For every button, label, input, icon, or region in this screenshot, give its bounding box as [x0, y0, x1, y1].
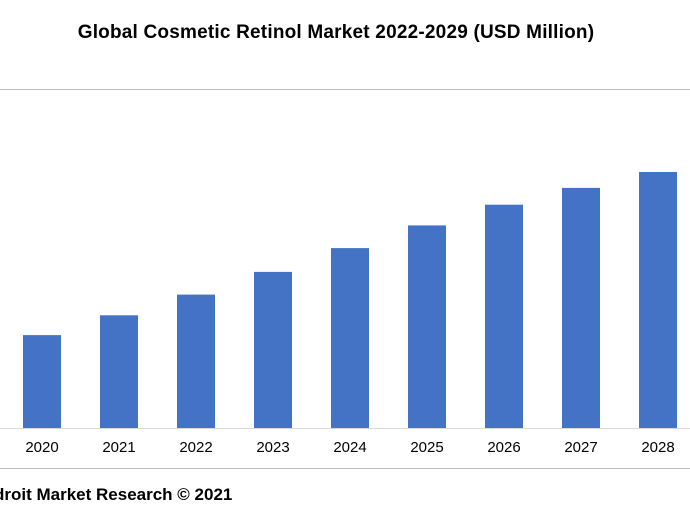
bar-2024 — [331, 248, 369, 428]
title-divider — [0, 89, 690, 90]
bar-2028 — [639, 172, 677, 428]
bar-2023 — [254, 271, 292, 428]
x-tick-label-2022: 2022 — [179, 439, 212, 456]
footer-divider — [0, 468, 690, 469]
bar-2027 — [562, 187, 600, 428]
chart-title: Global Cosmetic Retinol Market 2022-2029… — [77, 22, 595, 43]
x-tick-label-2026: 2026 — [487, 439, 520, 456]
bar-2026 — [485, 204, 523, 428]
x-tick-label-2025: 2025 — [410, 439, 443, 456]
bar-2021 — [100, 315, 138, 428]
x-tick-label-2024: 2024 — [333, 439, 366, 456]
bar-2022 — [177, 294, 215, 428]
source-credit: droit Market Research © 2021 — [0, 485, 233, 504]
x-tick-label-2028: 2028 — [641, 439, 674, 456]
bar-2025 — [408, 225, 446, 428]
x-tick-label-2023: 2023 — [256, 439, 289, 456]
bar-2020 — [23, 335, 61, 428]
x-tick-label-2021: 2021 — [102, 439, 135, 456]
x-tick-label-2020: 2020 — [25, 439, 58, 456]
bar-series — [23, 172, 677, 428]
x-axis-tick-labels: 2020 2021 2022 2023 2024 2025 2026 2027 2028 — [25, 439, 674, 456]
x-tick-label-2027: 2027 — [564, 439, 597, 456]
